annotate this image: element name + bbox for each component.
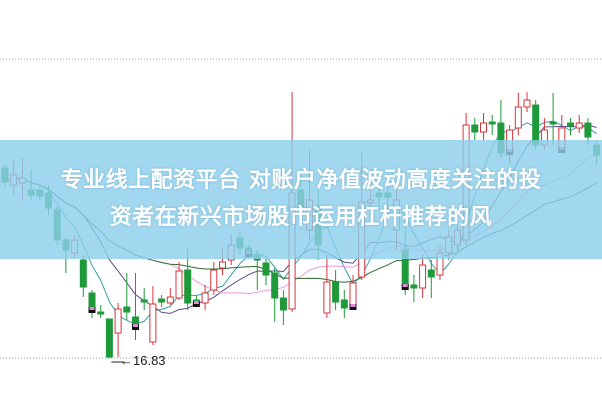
candle-body <box>158 298 166 303</box>
candle-body <box>514 106 522 129</box>
headline-line-1: 专业线上配资平台 对账户净值波动高度关注的投 <box>60 168 542 193</box>
candle-body <box>575 122 583 129</box>
candle-body <box>419 264 427 289</box>
signal-marker-highlight <box>89 307 95 310</box>
candle-body <box>166 296 174 304</box>
candle-body <box>279 297 287 311</box>
candle-body <box>271 272 279 299</box>
headline-line-2: 资者在新兴市场股市运用杠杆推荐的风 <box>109 205 493 230</box>
headline: 专业线上配资平台 对账户净值波动高度关注的投 资者在新兴市场股市运用杠杆推荐的风 <box>0 162 602 236</box>
candle-body <box>567 122 574 127</box>
candle-body <box>210 269 218 291</box>
candle-body <box>105 318 113 358</box>
candle-body <box>523 99 531 108</box>
candle-body <box>323 281 331 314</box>
candle-body <box>79 259 87 288</box>
candle-body <box>410 284 418 289</box>
candle-body <box>549 121 557 125</box>
candle-body <box>219 261 226 269</box>
candle-body <box>262 262 270 276</box>
signal-marker-highlight <box>350 304 356 307</box>
candle-body <box>140 299 148 303</box>
candle-body <box>340 299 348 309</box>
headline-banner <box>0 140 602 259</box>
candle-body <box>332 281 340 303</box>
candle-body <box>123 306 131 313</box>
candle-body <box>427 269 435 278</box>
candle-body <box>184 269 192 304</box>
candle-body <box>175 270 183 299</box>
candle-body <box>114 308 122 334</box>
candle-body <box>480 122 487 133</box>
signal-marker-highlight <box>133 324 138 327</box>
candle-body <box>349 282 357 308</box>
candle-body <box>149 303 157 343</box>
arrow-left-icon: ← <box>120 353 133 368</box>
low-price-value: 16.83 <box>133 353 166 368</box>
candle-body <box>532 104 540 146</box>
candle-body <box>97 311 105 315</box>
signal-marker-highlight <box>402 284 408 287</box>
candle-body <box>471 124 479 133</box>
candle-body <box>201 292 209 304</box>
low-price-label: ←16.83 <box>120 353 166 368</box>
candle-body <box>488 121 496 125</box>
signal-marker-highlight <box>193 301 199 304</box>
candle-body <box>584 122 592 138</box>
